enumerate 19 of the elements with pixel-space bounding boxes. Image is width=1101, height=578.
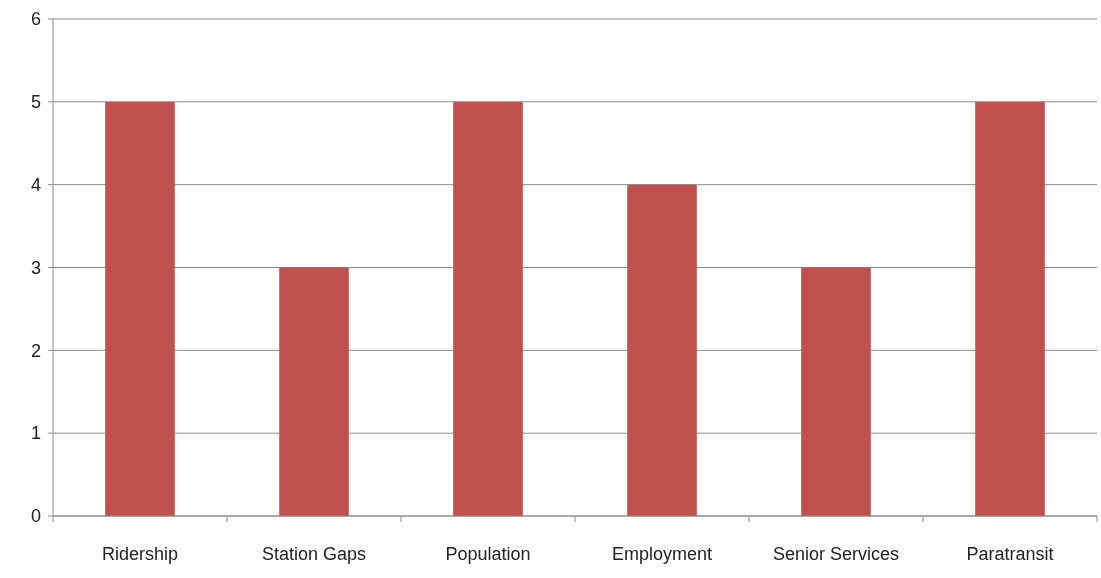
- bar: [801, 267, 871, 516]
- x-tick-label: Paratransit: [966, 544, 1054, 564]
- bar: [627, 184, 697, 516]
- bar: [975, 101, 1045, 516]
- x-tick-label: Ridership: [101, 544, 179, 564]
- y-tick-label: 2: [30, 340, 41, 361]
- y-tick-label: 1: [30, 423, 41, 444]
- y-tick-label: 6: [30, 9, 41, 30]
- bar: [279, 267, 349, 516]
- bar: [453, 101, 523, 516]
- y-tick-label: 4: [30, 174, 41, 195]
- y-tick-label: 3: [30, 257, 41, 278]
- x-tick-label: Station Gaps: [261, 544, 367, 564]
- bar: [105, 101, 175, 516]
- x-tick-label: Senior Services: [772, 544, 900, 564]
- y-tick-label: 0: [30, 506, 41, 527]
- y-tick-label: 5: [30, 92, 41, 113]
- x-tick-label: Population: [445, 544, 531, 564]
- x-tick-label: Employment: [611, 544, 713, 564]
